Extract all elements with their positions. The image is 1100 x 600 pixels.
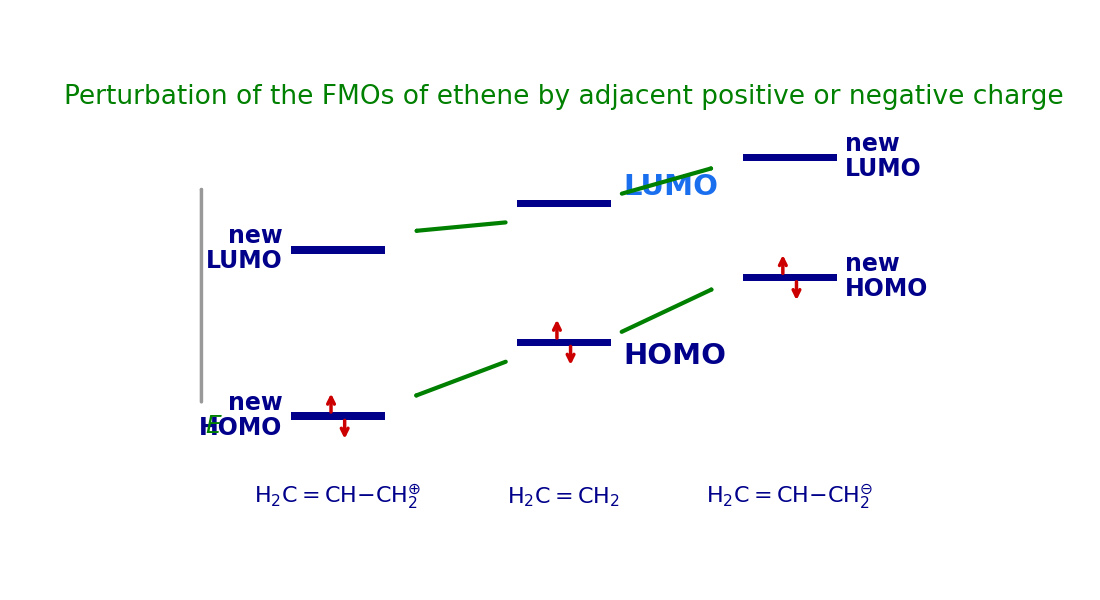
Text: HOMO: HOMO [199, 416, 283, 440]
FancyArrowPatch shape [416, 362, 506, 395]
Bar [290, 246, 385, 254]
Text: new: new [228, 224, 283, 248]
Text: LUMO: LUMO [206, 250, 283, 274]
Text: HOMO: HOMO [845, 277, 928, 301]
Text: $\mathsf{H_2C{=}CH_2}$: $\mathsf{H_2C{=}CH_2}$ [507, 485, 620, 509]
Text: new: new [845, 132, 900, 156]
Text: new: new [228, 391, 283, 415]
Text: new: new [845, 252, 900, 276]
Text: LUMO: LUMO [624, 173, 718, 202]
Text: E: E [206, 414, 221, 438]
FancyArrowPatch shape [417, 223, 506, 231]
FancyArrowPatch shape [621, 290, 712, 332]
Bar [742, 154, 836, 161]
Bar [517, 338, 611, 346]
Text: $\mathsf{H_2C{=}CH{-}CH_2^{\oplus}}$: $\mathsf{H_2C{=}CH{-}CH_2^{\oplus}}$ [254, 482, 421, 512]
Text: $\mathsf{H_2C{=}CH{-}CH_2^{\ominus}}$: $\mathsf{H_2C{=}CH{-}CH_2^{\ominus}}$ [706, 482, 873, 512]
Bar [290, 412, 385, 420]
Text: HOMO: HOMO [624, 342, 726, 370]
Bar [517, 200, 611, 208]
Text: Perturbation of the FMOs of ethene by adjacent positive or negative charge: Perturbation of the FMOs of ethene by ad… [64, 83, 1064, 110]
Bar [742, 274, 836, 281]
FancyArrowPatch shape [621, 169, 711, 194]
Text: LUMO: LUMO [845, 157, 922, 181]
